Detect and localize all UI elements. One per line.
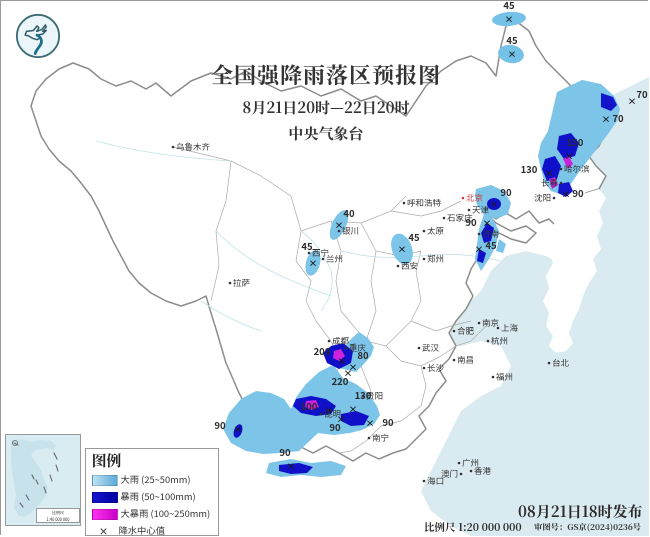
svg-text:×: × bbox=[365, 417, 374, 430]
svg-text:×: × bbox=[504, 13, 513, 26]
svg-text:呼和浩特: 呼和浩特 bbox=[407, 197, 442, 209]
svg-text:福州: 福州 bbox=[496, 371, 513, 383]
svg-text:90: 90 bbox=[500, 185, 512, 199]
svg-text:130: 130 bbox=[521, 162, 538, 176]
svg-text:台北: 台北 bbox=[552, 357, 570, 369]
svg-text:×: × bbox=[561, 188, 570, 201]
svg-text:90: 90 bbox=[572, 186, 584, 200]
svg-text:哈尔滨: 哈尔滨 bbox=[564, 163, 590, 175]
svg-text:南昌: 南昌 bbox=[457, 354, 474, 366]
svg-text:武汉: 武汉 bbox=[422, 342, 440, 354]
svg-text:南京: 南京 bbox=[482, 317, 499, 329]
svg-text:45: 45 bbox=[408, 230, 420, 244]
svg-text:太原: 太原 bbox=[427, 225, 445, 237]
svg-text:×: × bbox=[286, 460, 295, 473]
svg-text:130: 130 bbox=[355, 388, 372, 402]
svg-text:45: 45 bbox=[503, 1, 515, 12]
svg-text:长沙: 长沙 bbox=[427, 362, 445, 374]
svg-text:×: × bbox=[348, 403, 357, 416]
svg-text:90: 90 bbox=[382, 415, 394, 429]
svg-text:45: 45 bbox=[506, 33, 518, 47]
svg-text:×: × bbox=[308, 257, 317, 270]
svg-text:220: 220 bbox=[332, 374, 349, 388]
svg-text:×: × bbox=[564, 150, 573, 163]
svg-text:杭州: 杭州 bbox=[491, 335, 508, 347]
svg-text:90: 90 bbox=[279, 445, 291, 459]
svg-text:合肥: 合肥 bbox=[457, 325, 475, 337]
svg-text:×: × bbox=[489, 198, 498, 211]
svg-text:×: × bbox=[482, 217, 491, 230]
svg-text:香港: 香港 bbox=[474, 465, 492, 477]
svg-text:×: × bbox=[334, 219, 343, 232]
svg-text:西安: 西安 bbox=[401, 260, 418, 272]
svg-text:×: × bbox=[324, 404, 333, 417]
svg-text:银川: 银川 bbox=[342, 225, 359, 237]
svg-text:×: × bbox=[474, 243, 483, 256]
svg-text:40: 40 bbox=[343, 206, 355, 220]
svg-text:100: 100 bbox=[301, 399, 318, 413]
svg-text:45: 45 bbox=[301, 239, 313, 253]
svg-text:拉萨: 拉萨 bbox=[233, 277, 251, 289]
svg-text:90: 90 bbox=[465, 215, 477, 229]
svg-text:×: × bbox=[544, 167, 553, 180]
svg-text:×: × bbox=[397, 243, 406, 256]
svg-text:成都: 成都 bbox=[332, 335, 350, 347]
svg-text:80: 80 bbox=[357, 348, 369, 362]
svg-text:北京: 北京 bbox=[466, 192, 483, 204]
svg-text:郑州: 郑州 bbox=[427, 253, 444, 265]
svg-text:沈阳: 沈阳 bbox=[534, 192, 551, 204]
svg-text:海口: 海口 bbox=[427, 475, 444, 487]
svg-text:×: × bbox=[233, 423, 242, 436]
svg-text:90: 90 bbox=[329, 420, 341, 434]
svg-text:上海: 上海 bbox=[501, 322, 519, 334]
svg-text:南宁: 南宁 bbox=[372, 432, 390, 444]
svg-text:200: 200 bbox=[314, 344, 331, 358]
svg-text:90: 90 bbox=[214, 418, 226, 432]
svg-text:45: 45 bbox=[485, 238, 497, 252]
